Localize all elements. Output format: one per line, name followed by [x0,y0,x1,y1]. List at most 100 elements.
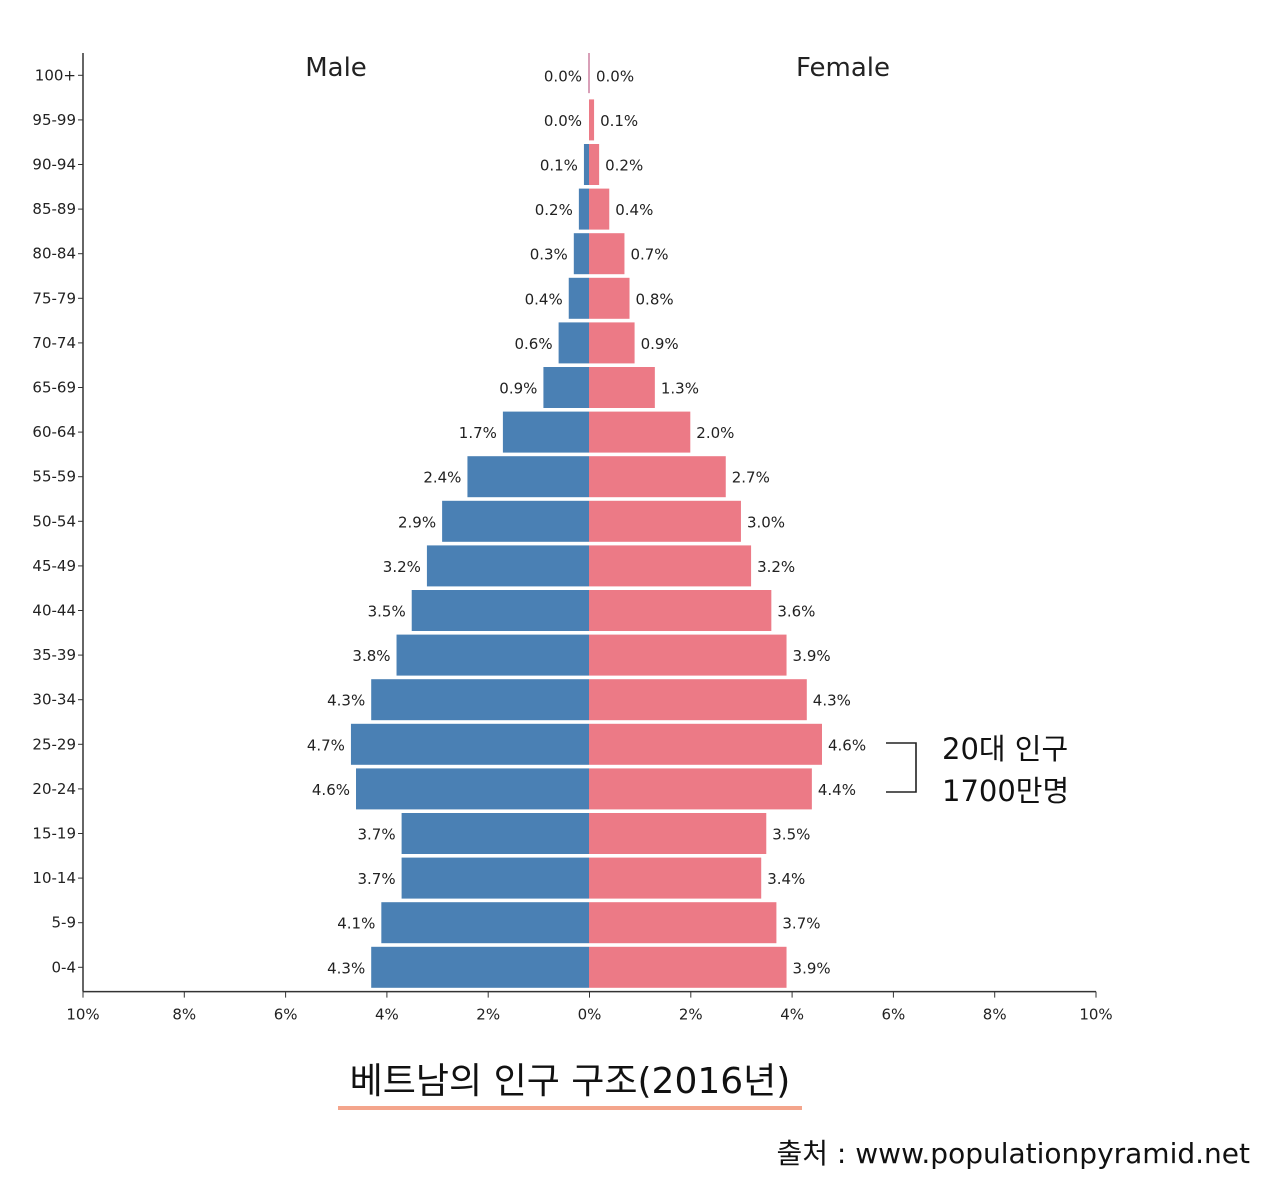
age-tick-label: 60-64 [32,423,76,441]
male-bar-25-29 [350,723,589,765]
male-bar-20-24 [356,768,589,810]
male-bar-35-39 [396,634,589,676]
female-value-label: 3.9% [793,959,831,977]
female-bar-75-79 [589,277,630,319]
male-bar-70-74 [558,322,589,364]
female-bar-95-99 [589,99,595,141]
female-bar-85-89 [589,188,610,230]
female-bar-0-4 [589,946,787,988]
female-bar-20-24 [589,768,812,810]
male-bar-40-44 [411,590,589,631]
female-bar-90-94 [589,144,600,185]
female-value-label: 4.3% [813,692,851,710]
age-tick-labels: 100+ 95-99 90-94 85-89 80-84 75-79 70-74 65-69 6… [32,66,76,976]
annotation-20s: 20대 인구 1700만명 [942,728,1069,812]
female-bar-10-14 [589,857,762,899]
age-tick-label: 15-19 [32,825,76,843]
female-value-label: 1.3% [661,380,699,398]
population-pyramid-chart: 0.0% 0.0% 0.0% 0.1% 0.1% 0.2% 0.2% 0.4% 0.3% 0.7%… [32,53,1113,1024]
x-tick-label: 4% [375,1006,399,1024]
male-value-label: 0.0% [544,112,582,130]
male-bar-10-14 [401,857,589,899]
male-bar-45-49 [426,545,589,587]
male-bar-55-59 [467,456,589,498]
female-value-label: 4.6% [828,736,866,754]
x-tick-label: 0% [578,1006,602,1024]
female-bar-70-74 [589,322,635,364]
chart-caption: 베트남의 인구 구조(2016년) [349,1061,791,1102]
x-tick-label: 10% [66,1006,99,1024]
female-value-label: 0.7% [630,246,668,264]
male-value-label: 0.6% [515,335,553,353]
male-value-label: 0.0% [544,67,582,85]
male-value-label: 4.6% [312,781,350,799]
age-tick-label: 55-59 [32,468,76,486]
male-value-label: 3.7% [357,826,395,844]
age-tick-label: 35-39 [32,646,76,664]
male-value-label: 0.4% [525,290,563,308]
age-tick-label: 10-14 [32,869,76,887]
female-value-label: 3.7% [782,915,820,933]
percent-tick-labels: 10% 8% 6% 4% 2% 0% 2% 4% 6% 8% 10% [66,1006,1112,1024]
age-tick-label: 100+ [35,66,76,84]
age-tick-label: 85-89 [32,200,76,218]
age-tick-label: 5-9 [52,914,77,932]
female-bar-80-84 [589,233,625,275]
female-value-label: 0.8% [636,290,674,308]
age-tick-label: 75-79 [32,289,76,307]
axes [78,53,1097,998]
female-bar-5-9 [589,902,777,944]
female-value-label: 0.0% [596,67,634,85]
female-value-label: 3.2% [757,558,795,576]
x-tick-label: 10% [1079,1006,1112,1024]
male-value-label: 4.3% [327,692,365,710]
x-tick-label: 8% [172,1006,196,1024]
male-bar-50-54 [442,500,589,542]
male-bar-85-89 [578,188,589,230]
male-value-label: 4.3% [327,959,365,977]
male-value-label: 2.9% [398,513,436,531]
female-bar-50-54 [589,500,741,542]
female-bar-35-39 [589,634,787,676]
male-value-label: 3.2% [383,558,421,576]
age-tick-label: 0-4 [52,958,77,976]
male-value-label: 4.7% [307,736,345,754]
male-bar-75-79 [568,277,589,319]
age-tick-label: 95-99 [32,111,76,129]
male-value-label: 0.2% [535,201,573,219]
annotation-bracket [886,742,917,793]
female-value-label: 0.4% [615,201,653,219]
male-value-label: 3.5% [368,603,406,621]
male-value-label: 0.1% [540,157,578,175]
source-credit: 출처 : www.populationpyramid.net [776,1137,1250,1170]
male-bar-15-19 [401,813,589,854]
female-value-label: 3.0% [747,513,785,531]
female-value-label: 3.5% [772,826,810,844]
female-bar-25-29 [589,723,822,765]
annotation-line-1: 20대 인구 [942,732,1069,766]
female-bar-55-59 [589,456,726,498]
male-value-label: 4.1% [337,915,375,933]
male-value-label: 3.8% [352,647,390,665]
age-tick-label: 20-24 [32,780,76,798]
x-tick-label: 6% [274,1006,298,1024]
male-bar-60-64 [502,411,589,453]
female-bar-65-69 [589,367,655,408]
female-value-label: 2.7% [732,469,770,487]
male-title: Male [305,53,367,83]
female-value-label: 3.6% [777,603,815,621]
male-bar-5-9 [381,902,589,944]
female-value-label: 0.2% [605,157,643,175]
male-bar-80-84 [573,233,589,275]
female-value-label: 4.4% [818,781,856,799]
female-value-label: 0.9% [641,335,679,353]
bars-layer: 0.0% 0.0% 0.0% 0.1% 0.1% 0.2% 0.2% 0.4% 0.3% 0.7%… [307,53,866,988]
male-bar-0-4 [371,946,589,988]
female-bar-40-44 [589,590,772,631]
age-tick-label: 90-94 [32,156,76,174]
female-title: Female [796,53,890,83]
age-tick-label: 50-54 [32,512,76,530]
female-value-label: 3.9% [793,647,831,665]
age-tick-label: 70-74 [32,334,76,352]
female-value-label: 3.4% [767,870,805,888]
